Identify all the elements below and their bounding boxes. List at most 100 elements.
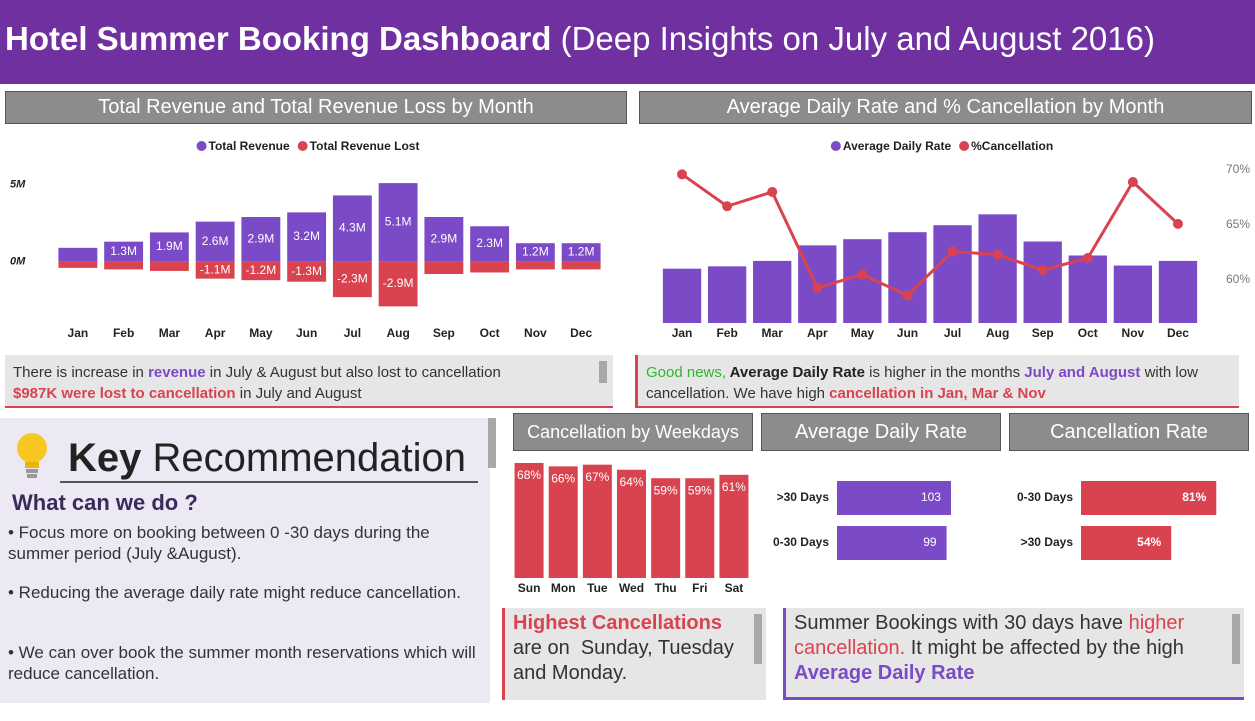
bar xyxy=(332,261,372,298)
heading: Key Recommendation xyxy=(68,436,466,481)
x-tick-label: May xyxy=(249,326,273,340)
value-label: 3.2M xyxy=(293,229,320,243)
text: There is increase in xyxy=(13,364,149,381)
bar xyxy=(1158,260,1198,323)
x-tick-label: Jun xyxy=(296,326,317,340)
x-tick-label: May xyxy=(851,326,875,340)
bar xyxy=(888,232,927,323)
text: Good news, xyxy=(646,364,727,381)
value-label: 59% xyxy=(688,483,712,497)
text: are on Sunday, Tuesday and Monday. xyxy=(513,637,740,684)
legend-label: Total Revenue Lost xyxy=(310,139,420,153)
recommendation-panel: Key Recommendation What can we do ? • Fo… xyxy=(0,418,496,703)
x-tick-label: Feb xyxy=(113,326,134,340)
text: $987K were lost to cancellation xyxy=(13,385,236,402)
value-label: 1.9M xyxy=(156,239,183,253)
legend-label: Total Revenue xyxy=(209,139,290,153)
y2-tick-label: 70% xyxy=(1226,162,1250,176)
legend-label: %Cancellation xyxy=(971,139,1053,153)
x-tick-label: Jun xyxy=(897,326,918,340)
text: Key xyxy=(68,436,142,480)
x-tick-label: Fri xyxy=(692,581,707,595)
revenue-chart: 1.3M 1.9M 2.6M 2.9M 3.2M 4.3M 5.1M 2.9M 2.3M 1.2M… xyxy=(10,139,601,340)
bar xyxy=(1113,265,1153,323)
bar xyxy=(424,217,464,262)
point xyxy=(767,186,778,197)
bar xyxy=(104,261,144,270)
category-label: >30 Days xyxy=(1021,535,1074,549)
text: Highest Cancellations xyxy=(513,612,722,634)
bar xyxy=(378,183,418,262)
point xyxy=(1172,218,1183,229)
point xyxy=(1082,253,1093,264)
x-tick-label: Feb xyxy=(716,326,737,340)
x-tick-label: Mar xyxy=(159,326,181,340)
adr-chart: >30 Days 103 0-30 Days 99 xyxy=(773,481,951,560)
x-tick-label: Aug xyxy=(986,326,1009,340)
bar xyxy=(470,226,510,262)
value-label: -1.2M xyxy=(246,263,277,277)
text: cancellation in Jan, Mar & Nov xyxy=(829,385,1046,402)
y2-tick-label: 65% xyxy=(1226,217,1250,231)
x-tick-label: Thu xyxy=(655,581,677,595)
bar xyxy=(58,247,98,262)
value-label: -1.1M xyxy=(200,262,231,276)
value-label: 68% xyxy=(517,468,541,482)
x-tick-label: Apr xyxy=(205,326,226,340)
bar xyxy=(1081,481,1217,515)
legend-marker xyxy=(959,141,970,151)
divider xyxy=(60,481,478,483)
text: It might be affected by the high xyxy=(905,637,1190,659)
y-tick-label: 0M xyxy=(10,256,26,268)
value-label: -2.3M xyxy=(337,272,368,286)
text: Average Daily Rate xyxy=(794,662,975,684)
category-label: 0-30 Days xyxy=(773,535,829,549)
line xyxy=(681,173,1179,298)
bar xyxy=(933,225,972,323)
point xyxy=(1037,265,1048,276)
text: Summer Bookings with 30 days have xyxy=(794,612,1129,634)
text: in July & August but also lost to cancel… xyxy=(205,364,501,381)
value-label: 4.3M xyxy=(339,221,366,235)
scrollbar xyxy=(599,361,607,383)
bar xyxy=(707,266,747,323)
value-label: 2.9M xyxy=(431,232,458,246)
question: What can we do ? xyxy=(12,490,198,515)
legend-marker xyxy=(830,141,841,151)
bar xyxy=(837,481,951,515)
bar xyxy=(651,478,681,578)
value-label: 81% xyxy=(1182,490,1206,504)
panel-title: Average Daily Rate and % Cancellation by… xyxy=(639,91,1252,124)
text: higher cancellation. xyxy=(794,612,1190,659)
bulb-icon xyxy=(17,433,47,478)
adr-cancellation-chart: Jan Feb Mar Apr May Jun Jul Aug Sep Oct Nov Dec 60% 6… xyxy=(662,139,1250,340)
bar xyxy=(287,261,327,282)
legend-marker xyxy=(297,141,308,151)
note: There is increase in revenue in July & A… xyxy=(5,355,613,408)
point xyxy=(812,282,823,293)
text: July and August xyxy=(1024,364,1141,381)
bar xyxy=(332,195,372,262)
scrollbar xyxy=(754,614,762,664)
x-tick-label: Jul xyxy=(944,326,961,340)
point xyxy=(677,169,688,180)
panel-title: Cancellation Rate xyxy=(1009,413,1249,451)
bullet: • We can over book the summer month rese… xyxy=(8,643,476,683)
bar xyxy=(561,261,601,270)
x-tick-label: Jan xyxy=(672,326,693,340)
value-label: 2.6M xyxy=(202,234,229,248)
text: revenue xyxy=(148,364,206,381)
note: Good news, Average Daily Rate is higher … xyxy=(635,355,1239,408)
bar xyxy=(58,261,98,268)
bar xyxy=(685,478,715,578)
value-label: 67% xyxy=(585,470,609,484)
bar xyxy=(424,261,464,275)
bar xyxy=(195,221,235,262)
x-tick-label: Oct xyxy=(480,326,500,340)
value-label: 5.1M xyxy=(385,215,412,229)
value-label: 61% xyxy=(722,480,746,494)
x-tick-label: Dec xyxy=(1167,326,1189,340)
bar xyxy=(104,241,144,262)
bar xyxy=(719,474,749,578)
bar xyxy=(514,462,544,578)
